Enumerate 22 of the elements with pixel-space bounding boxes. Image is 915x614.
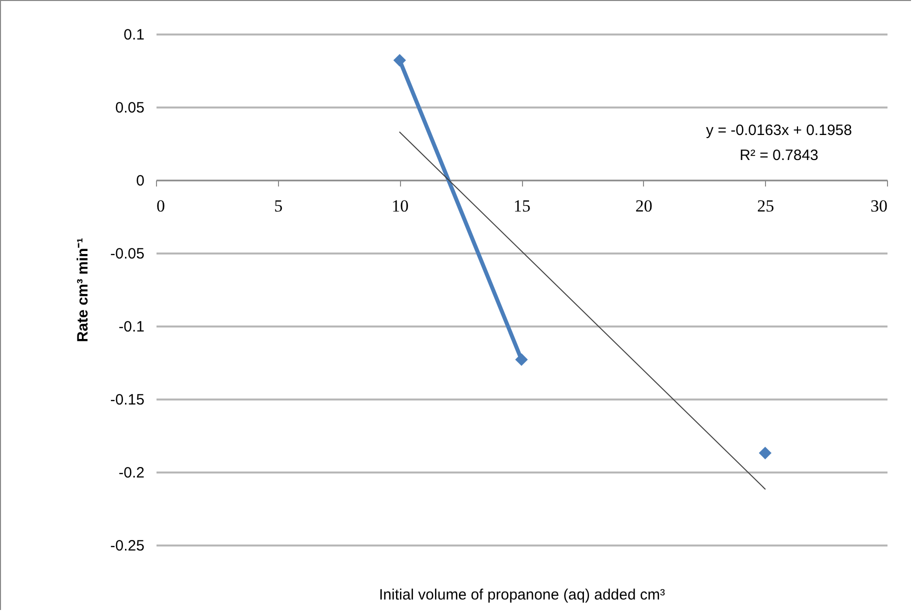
y-axis-title: Rate cm³ min⁻¹ — [74, 238, 92, 342]
point — [758, 446, 772, 460]
x-tick-label: 30 — [870, 196, 888, 216]
annotation: y = -0.0163x + 0.1958 — [706, 122, 852, 139]
x-tick-label: 15 — [514, 196, 530, 216]
point — [515, 353, 528, 366]
point — [393, 54, 406, 67]
y-tick-label: 0 — [136, 172, 144, 190]
x-axis-title: Initial volume of propanone (aq) added cm³ — [379, 586, 665, 604]
x-tick-label: 0 — [156, 196, 165, 216]
y-tick-label: 0.05 — [115, 100, 144, 116]
y-tick-label: -0.2 — [118, 464, 144, 482]
y-tick-label: -0.25 — [110, 538, 144, 554]
x-tick-label: 10 — [392, 196, 409, 216]
x-tick-label: 5 — [274, 196, 283, 216]
x-tick-label: 25 — [757, 196, 774, 216]
y-tick-label: 0.1 — [124, 26, 144, 44]
y-tick-label: -0.15 — [110, 392, 144, 408]
x-tick-label: 20 — [635, 196, 652, 216]
y-tick-label: -0.1 — [118, 318, 144, 336]
y-tick-label: -0.05 — [110, 246, 144, 262]
annotation: R² = 0.7843 — [740, 147, 818, 164]
